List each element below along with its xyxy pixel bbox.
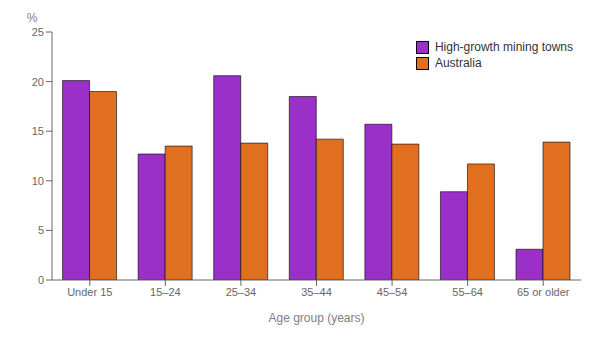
html-text:High-growth mining towns: High-growth mining towns [434, 40, 573, 54]
svg-text:%: % [27, 11, 38, 25]
svg-text:45–54: 45–54 [377, 286, 408, 298]
svg-text:65 or older: 65 or older [517, 286, 570, 298]
html-text:Australia: Australia [434, 56, 482, 70]
svg-text:5: 5 [38, 224, 44, 236]
svg-text:Age group (years): Age group (years) [268, 311, 364, 325]
svg-text:55–64: 55–64 [452, 286, 483, 298]
svg-text:25: 25 [32, 26, 44, 38]
svg-text:35–44: 35–44 [301, 286, 332, 298]
svg-text:15: 15 [32, 125, 44, 137]
svg-text:15–24: 15–24 [150, 286, 181, 298]
svg-text:Under 15: Under 15 [67, 286, 112, 298]
svg-text:25–34: 25–34 [226, 286, 257, 298]
svg-text:0: 0 [38, 274, 44, 286]
svg-text:20: 20 [32, 76, 44, 88]
svg-text:10: 10 [32, 175, 44, 187]
